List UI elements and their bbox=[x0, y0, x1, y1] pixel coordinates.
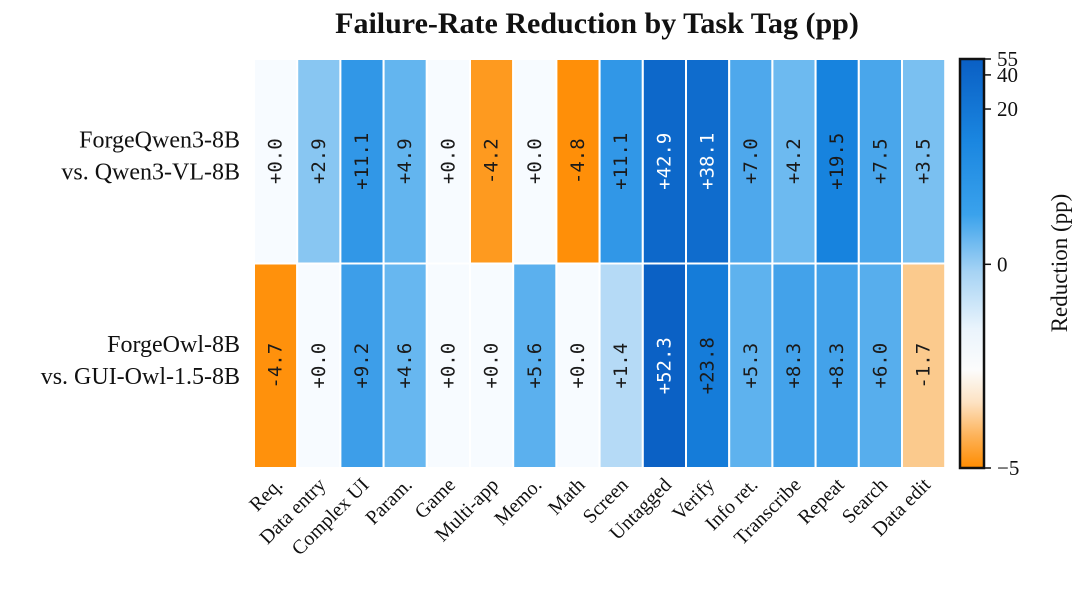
cell-value-label: +4.6 bbox=[394, 343, 416, 389]
cell-value-label: +8.3 bbox=[783, 343, 805, 389]
cell-value-label: +19.5 bbox=[826, 133, 848, 190]
column-label: Param. bbox=[362, 474, 417, 529]
heatmap-cell bbox=[555, 58, 601, 265]
heatmap-cell bbox=[339, 262, 385, 469]
cell-value-label: +6.0 bbox=[869, 343, 891, 389]
heatmap-cell bbox=[771, 262, 817, 469]
cell-value-label: +5.6 bbox=[524, 343, 546, 389]
cell-value-label: +38.1 bbox=[697, 133, 719, 190]
cell-value-label: +1.4 bbox=[610, 343, 632, 389]
heatmap-cell bbox=[253, 262, 299, 469]
cell-value-label: +8.3 bbox=[826, 343, 848, 389]
heatmap-cell bbox=[901, 262, 947, 469]
row-label: ForgeQwen3-8B bbox=[79, 127, 240, 153]
cell-value-label: +0.0 bbox=[481, 343, 503, 389]
heatmap-cell bbox=[728, 262, 774, 469]
cell-value-label: +0.0 bbox=[437, 138, 459, 184]
cell-value-label: -4.7 bbox=[265, 343, 287, 389]
cell-value-label: +0.0 bbox=[308, 343, 330, 389]
chart-title: Failure-Rate Reduction by Task Tag (pp) bbox=[335, 7, 859, 40]
heatmap-cells: +0.0 +2.9 +11.1 +4.9 +0.0 -4.2 +0.0 -4.8 +11.1 +4… bbox=[253, 58, 947, 469]
cell-value-label: +0.0 bbox=[265, 138, 287, 184]
cell-value-label: +23.8 bbox=[697, 337, 719, 394]
colorbar-tick-label: −5 bbox=[997, 456, 1019, 480]
heatmap-cell bbox=[685, 262, 731, 469]
heatmap-cell bbox=[814, 58, 860, 265]
heatmap-cell bbox=[857, 262, 903, 469]
column-label: Memo. bbox=[490, 474, 546, 530]
heatmap-cell bbox=[469, 262, 515, 469]
cell-value-label: +0.0 bbox=[437, 343, 459, 389]
heatmap-cell bbox=[296, 262, 342, 469]
cell-value-label: +52.3 bbox=[653, 337, 675, 394]
heatmap-cell bbox=[512, 262, 558, 469]
cell-value-label: +42.9 bbox=[653, 133, 675, 190]
colorbar-tick-label: 0 bbox=[997, 252, 1008, 276]
cell-value-label: +4.9 bbox=[394, 138, 416, 184]
colorbar-label: Reduction (pp) bbox=[1047, 194, 1072, 333]
heatmap-cell bbox=[598, 262, 644, 469]
column-label: Repeat bbox=[794, 474, 849, 529]
cell-value-label: +2.9 bbox=[308, 138, 330, 184]
cell-value-label: -1.7 bbox=[913, 343, 935, 389]
colorbar-gradient bbox=[958, 57, 986, 470]
heatmap-cell bbox=[296, 58, 342, 265]
cell-value-label: +7.0 bbox=[740, 138, 762, 184]
cell-value-label: +3.5 bbox=[913, 138, 935, 184]
cell-value-label: +9.2 bbox=[351, 343, 373, 389]
colorbar-tick-label: 55 bbox=[997, 47, 1018, 71]
row-labels: ForgeQwen3-8B vs. Qwen3-VL-8B ForgeOwl-8B v… bbox=[41, 127, 240, 390]
cell-value-label: -4.8 bbox=[567, 138, 589, 184]
row-label: ForgeOwl-8B bbox=[107, 332, 240, 358]
heatmap-cell bbox=[728, 58, 774, 265]
cell-value-label: +0.0 bbox=[524, 138, 546, 184]
heatmap-cell bbox=[425, 262, 471, 469]
heatmap-cell bbox=[469, 58, 515, 265]
row-label: vs. Qwen3-VL-8B bbox=[61, 159, 240, 185]
cell-value-label: +11.1 bbox=[351, 133, 373, 190]
cell-value-label: +7.5 bbox=[869, 138, 891, 184]
heatmap-cell bbox=[382, 262, 428, 469]
heatmap-cell bbox=[901, 58, 947, 265]
cell-value-label: +4.2 bbox=[783, 138, 805, 184]
cell-value-label: +5.3 bbox=[740, 343, 762, 389]
heatmap-cell bbox=[641, 58, 687, 265]
row-label: vs. GUI-Owl-1.5-8B bbox=[41, 364, 240, 390]
cell-value-label: +0.0 bbox=[567, 343, 589, 389]
colorbar-tick-label: 40 bbox=[997, 63, 1018, 87]
colorbar-tick-label: 20 bbox=[997, 97, 1018, 121]
cell-value-label: -4.2 bbox=[481, 138, 503, 184]
cell-value-label: +11.1 bbox=[610, 133, 632, 190]
heatmap-cell bbox=[253, 58, 299, 265]
